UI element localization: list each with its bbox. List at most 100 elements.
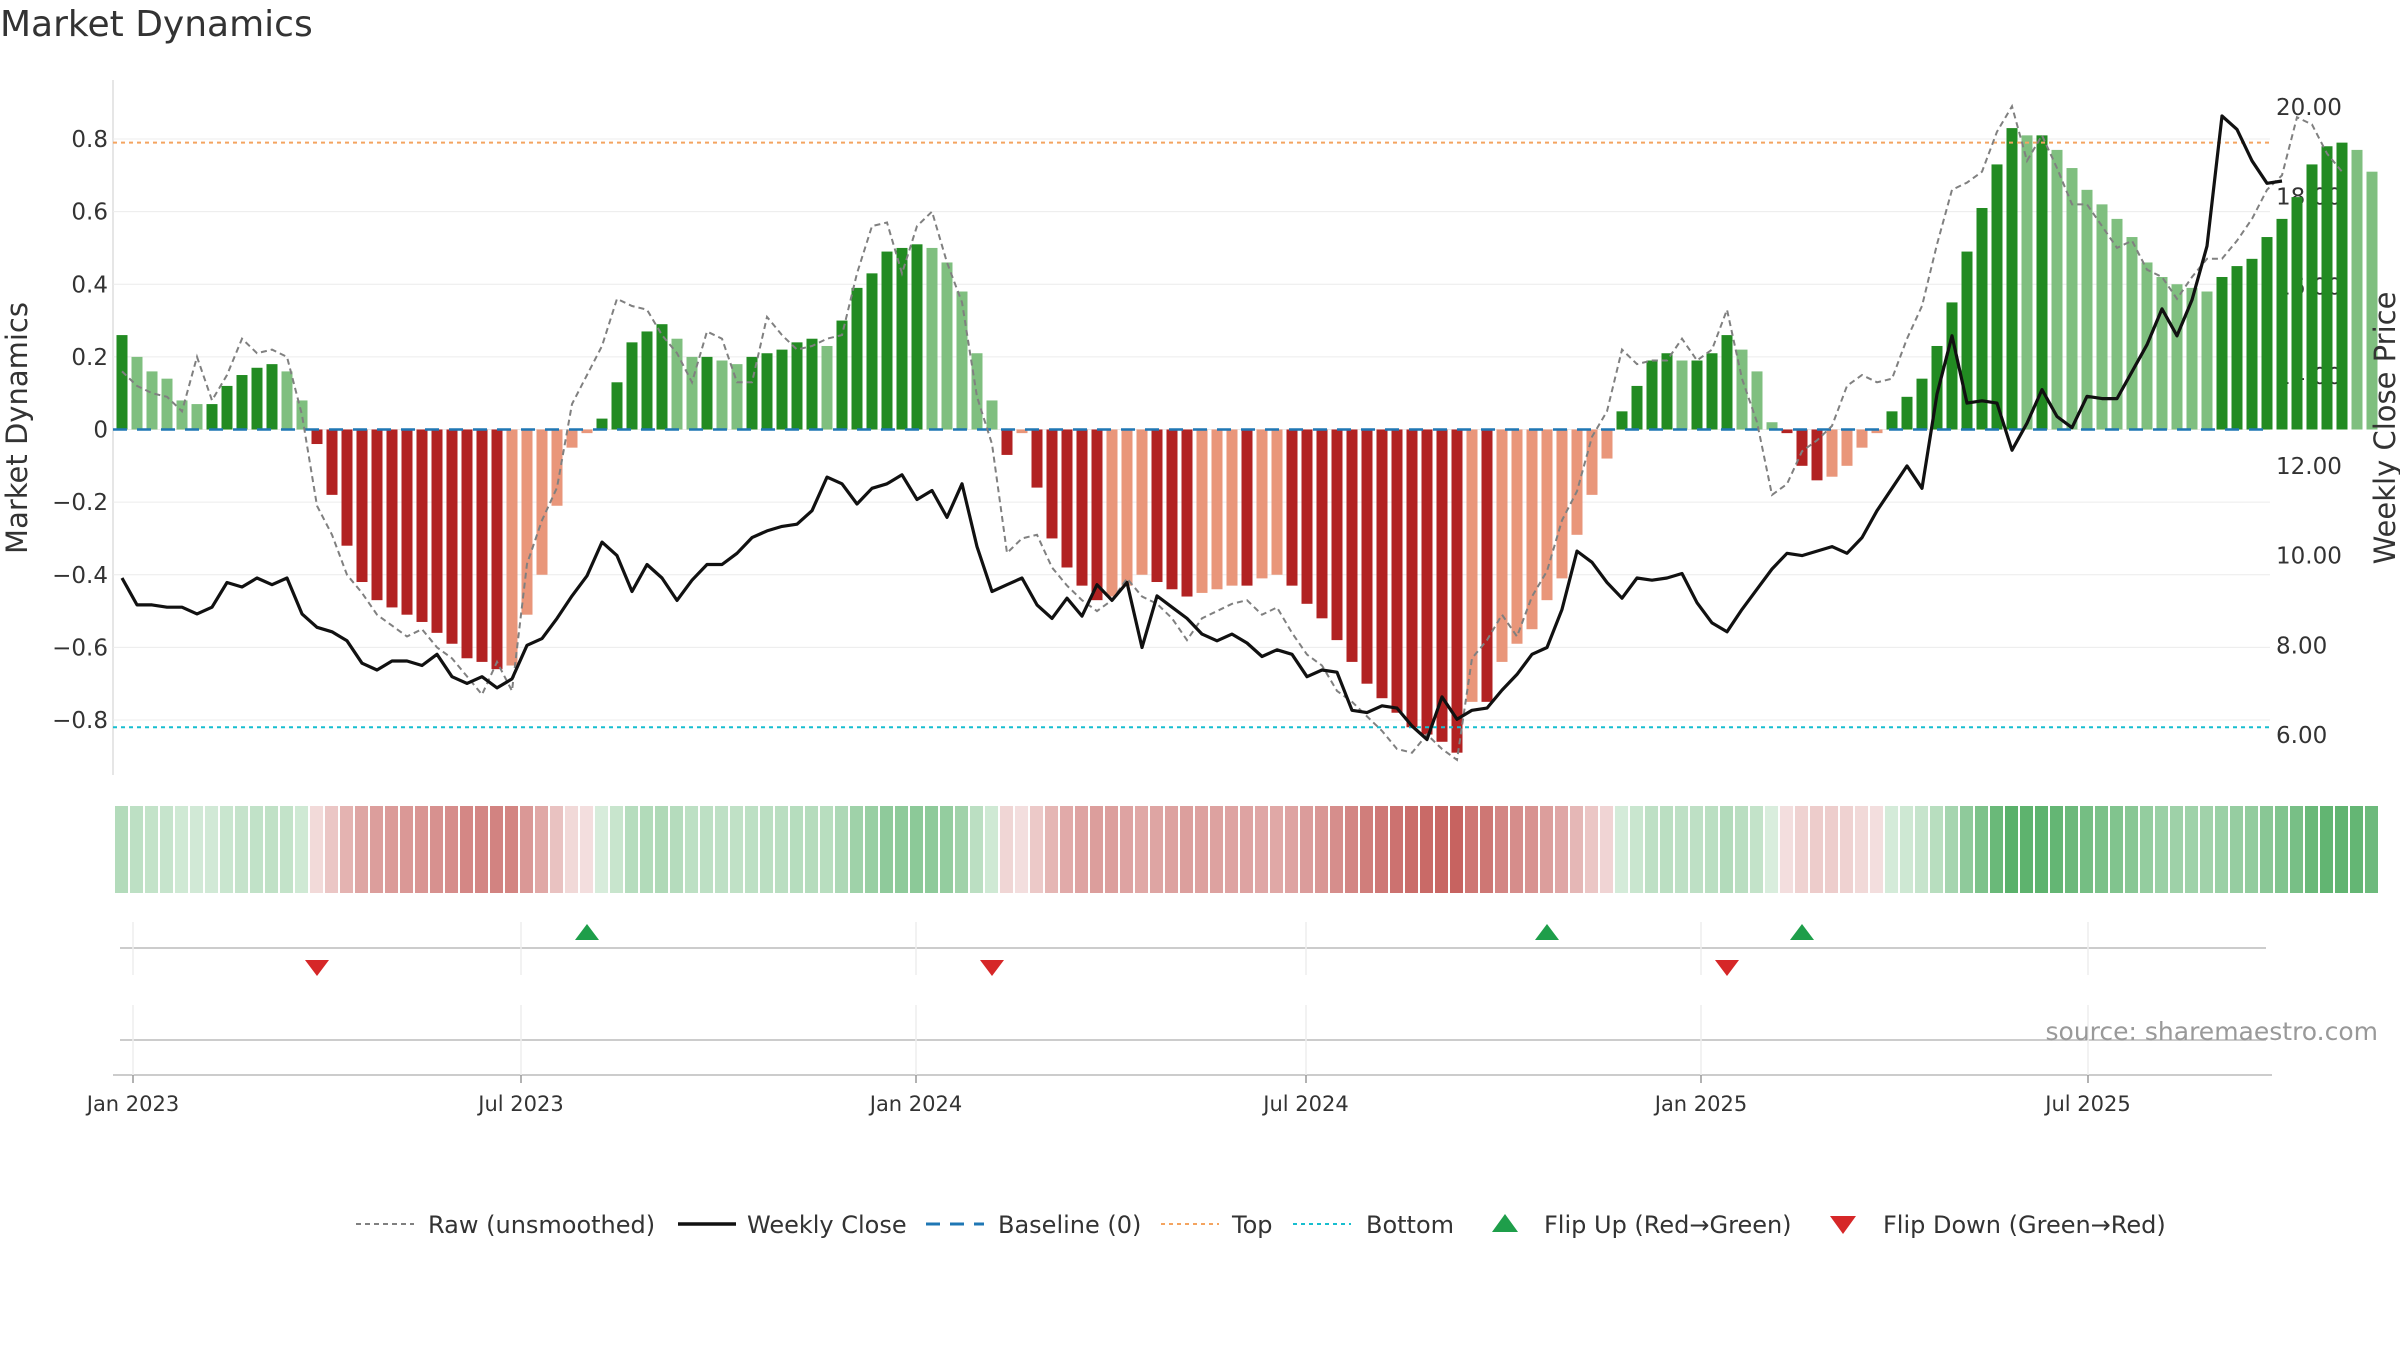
dynamics-bar: [281, 371, 293, 430]
strip-cell: [1615, 806, 1628, 893]
dynamics-bar: [326, 429, 338, 495]
dynamics-bar: [1811, 429, 1823, 481]
left-tick-label: 0: [93, 418, 108, 444]
right-axis-label: Weekly Close Price: [2368, 292, 2400, 565]
strip-cell: [670, 806, 683, 893]
strip-cell: [790, 806, 803, 893]
dynamics-bar: [1481, 429, 1493, 702]
strip-cell: [1585, 806, 1598, 893]
dynamics-bar: [1721, 335, 1733, 430]
strip-cell: [1480, 806, 1493, 893]
dynamics-bar: [236, 375, 248, 430]
strip-cell: [2275, 806, 2288, 893]
strip-cell: [1750, 806, 1763, 893]
dynamics-bar: [1871, 429, 1883, 434]
strip-cell: [700, 806, 713, 893]
strip-cell: [1510, 806, 1523, 893]
strip-cell: [1045, 806, 1058, 893]
strip-cell: [475, 806, 488, 893]
dynamics-bar: [1901, 396, 1913, 430]
dynamics-bar: [941, 262, 953, 430]
strip-cell: [130, 806, 143, 893]
strip-cell: [1780, 806, 1793, 893]
dynamics-bar: [2036, 135, 2048, 430]
dynamics-bar: [2351, 149, 2363, 430]
dynamics-bar: [761, 353, 773, 430]
left-tick-label: 0.2: [71, 345, 108, 371]
dynamics-bar: [1541, 429, 1553, 601]
strip-cell: [2170, 806, 2183, 893]
strip-cell: [1855, 806, 1868, 893]
left-tick-label: −0.8: [52, 708, 108, 734]
dynamics-bar: [746, 356, 758, 430]
dynamics-bar: [1271, 429, 1283, 575]
strip-cell: [1000, 806, 1013, 893]
dynamics-bar: [1316, 429, 1328, 619]
flip-down-marker: [980, 960, 1004, 976]
raw-unsmoothed-line: [121, 103, 2343, 762]
dynamics-bar: [581, 429, 593, 434]
x-tick-label: Jul 2025: [2043, 1092, 2130, 1116]
strip-cell: [235, 806, 248, 893]
strip-cell: [2290, 806, 2303, 893]
strip-cell: [2035, 806, 2048, 893]
dynamics-bar: [2186, 287, 2198, 430]
strip-cell: [610, 806, 623, 893]
dynamics-bar: [1661, 353, 1673, 430]
right-tick-label: 12.00: [2276, 454, 2342, 480]
dynamics-bar: [1586, 429, 1598, 495]
dynamics-bar: [686, 356, 698, 430]
strip-cell: [535, 806, 548, 893]
dynamics-bar: [191, 404, 203, 430]
dynamics-bar: [431, 429, 443, 633]
left-axis-label: Market Dynamics: [0, 302, 34, 554]
dynamics-bar: [641, 331, 653, 430]
strip-cell: [490, 806, 503, 893]
strip-cell: [550, 806, 563, 893]
strip-cell: [1060, 806, 1073, 893]
strip-cell: [1810, 806, 1823, 893]
dynamics-bar: [116, 335, 128, 430]
dynamics-bar: [1106, 429, 1118, 597]
legend-label: Bottom: [1366, 1211, 1454, 1239]
dynamics-bar: [1061, 429, 1073, 568]
strip-cell: [1840, 806, 1853, 893]
strip-cell: [940, 806, 953, 893]
strip-cell: [2320, 806, 2333, 893]
strip-cell: [2080, 806, 2093, 893]
strip-cell: [2260, 806, 2273, 893]
strip-cell: [145, 806, 158, 893]
strip-cell: [1210, 806, 1223, 893]
strip-cell: [1555, 806, 1568, 893]
dynamics-bar: [2306, 164, 2318, 430]
strip-cell: [1600, 806, 1613, 893]
dynamics-bar: [2006, 128, 2018, 430]
dynamics-bar: [2261, 237, 2273, 430]
dynamics-bar: [476, 429, 488, 662]
strip-cell: [865, 806, 878, 893]
strip-cell: [1105, 806, 1118, 893]
strip-cell: [985, 806, 998, 893]
strip-cell: [415, 806, 428, 893]
legend-label: Weekly Close: [747, 1211, 907, 1239]
right-tick-label: 8.00: [2276, 633, 2327, 659]
strip-cell: [1570, 806, 1583, 893]
dynamics-bar: [1796, 429, 1808, 466]
dynamics-bar: [731, 364, 743, 430]
strip-cell: [2005, 806, 2018, 893]
dynamics-bar: [1526, 429, 1538, 630]
x-tick-label: Jan 2024: [868, 1092, 963, 1116]
dynamics-bar: [2291, 197, 2303, 430]
dynamics-bar: [1556, 429, 1568, 579]
strip-cell: [1675, 806, 1688, 893]
strip-cell: [970, 806, 983, 893]
dynamics-bar: [1196, 429, 1208, 593]
dynamics-bar: [1181, 429, 1193, 597]
date-axis-panel: [113, 1005, 2272, 1076]
dynamics-bar: [2366, 171, 2378, 430]
strip-cell: [1885, 806, 1898, 893]
strip-cell: [1375, 806, 1388, 893]
strip-cell: [400, 806, 413, 893]
strip-cell: [1630, 806, 1643, 893]
